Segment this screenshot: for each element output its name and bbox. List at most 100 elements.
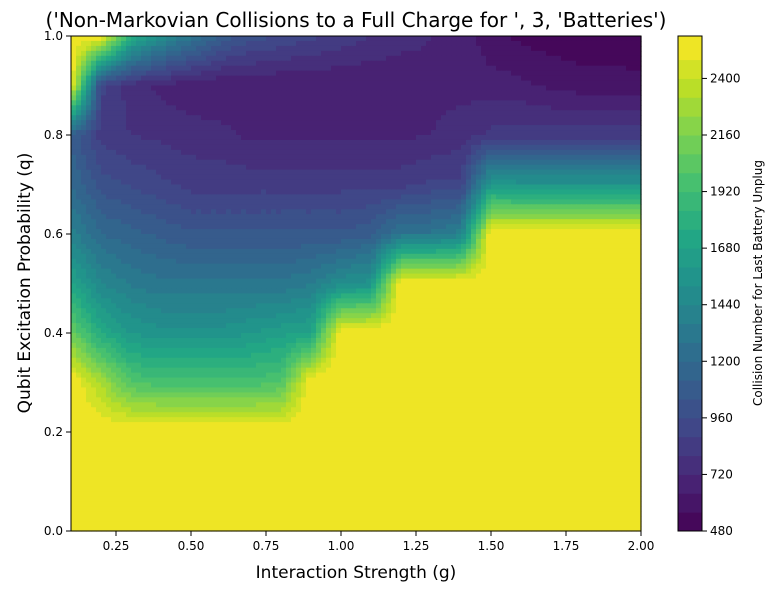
contour-cell — [481, 144, 487, 151]
contour-cell — [226, 110, 232, 116]
contour-cell — [496, 70, 502, 77]
contour-cell — [346, 199, 352, 205]
contour-cell — [451, 214, 457, 220]
contour-cell — [321, 95, 327, 101]
contour-cell — [546, 115, 552, 121]
contour-cell — [411, 234, 417, 240]
contour-cell — [516, 238, 522, 245]
contour-cell — [176, 110, 182, 116]
contour-cell — [301, 85, 307, 92]
contour-cell — [256, 179, 262, 186]
contour-cell — [176, 204, 182, 210]
contour-cell — [406, 105, 412, 111]
contour-cell — [131, 194, 137, 200]
contour-cell — [126, 169, 132, 176]
contour-cell — [241, 65, 247, 72]
contour-cell — [226, 169, 232, 176]
contour-cell — [546, 144, 552, 151]
contour-cell — [401, 199, 407, 205]
contour-cell — [436, 179, 442, 186]
contour-cell — [541, 149, 547, 156]
contour-cell — [256, 184, 262, 191]
contour-cell — [266, 85, 272, 92]
contour-cell — [486, 149, 492, 156]
contour-cell — [356, 139, 362, 146]
contour-cell — [566, 234, 572, 240]
contour-cell — [461, 120, 467, 126]
contour-cell — [371, 135, 377, 141]
contour-cell — [306, 36, 312, 42]
contour-cell — [91, 135, 97, 141]
contour-cell — [321, 243, 327, 250]
contour-cell — [156, 189, 162, 195]
contour-cell — [316, 164, 322, 171]
contour-cell — [461, 85, 467, 92]
contour-cell — [546, 164, 552, 171]
contour-cell — [301, 75, 307, 82]
contour-cell — [216, 238, 222, 245]
contour-cell — [266, 229, 272, 235]
contour-cell — [521, 40, 527, 47]
contour-cell — [211, 169, 217, 176]
contour-cell — [121, 70, 127, 77]
contour-cell — [191, 209, 197, 215]
contour-cell — [336, 219, 342, 225]
contour-cell — [76, 234, 82, 240]
contour-cell — [101, 105, 107, 111]
contour-cell — [371, 234, 377, 240]
contour-cell — [526, 45, 532, 52]
contour-cell — [121, 179, 127, 186]
contour-cell — [156, 90, 162, 96]
contour-cell — [141, 174, 147, 181]
contour-cell — [211, 219, 217, 225]
contour-cell — [76, 60, 82, 67]
contour-cell — [221, 194, 227, 200]
contour-cell — [366, 110, 372, 116]
contour-cell — [611, 50, 617, 57]
contour-cell — [301, 144, 307, 151]
contour-cell — [401, 149, 407, 156]
contour-cell — [556, 90, 562, 96]
contour-cell — [321, 85, 327, 92]
contour-cell — [496, 80, 502, 87]
contour-cell — [551, 179, 557, 186]
contour-cell — [516, 90, 522, 96]
contour-cell — [531, 174, 537, 181]
contour-cell — [506, 36, 512, 42]
contour-cell — [301, 149, 307, 156]
contour-cell — [331, 234, 337, 240]
contour-cell — [621, 234, 627, 240]
contour-cell — [331, 40, 337, 47]
contour-cell — [326, 159, 332, 166]
contour-cell — [181, 248, 187, 255]
contour-cell — [301, 110, 307, 116]
contour-cell — [521, 125, 527, 131]
contour-cell — [146, 169, 152, 176]
contour-cell — [626, 189, 632, 195]
contour-cell — [591, 189, 597, 195]
contour-cell — [436, 80, 442, 87]
contour-cell — [461, 219, 467, 225]
contour-cell — [351, 50, 357, 57]
contour-cell — [456, 248, 462, 255]
contour-cell — [301, 234, 307, 240]
contour-cell — [326, 36, 332, 42]
contour-cell — [461, 248, 467, 255]
contour-cell — [606, 189, 612, 195]
contour-cell — [136, 36, 142, 42]
contour-cell — [321, 234, 327, 240]
contour-cell — [371, 243, 377, 250]
contour-cell — [511, 45, 517, 52]
contour-cell — [236, 75, 242, 82]
contour-cell — [256, 229, 262, 235]
contour-cell — [356, 234, 362, 240]
contour-cell — [291, 105, 297, 111]
contour-cell — [81, 105, 87, 111]
contour-cell — [636, 60, 642, 67]
contour-cell — [551, 164, 557, 171]
contour-cell — [506, 135, 512, 141]
contour-cell — [481, 209, 487, 215]
contour-cell — [91, 70, 97, 77]
contour-cell — [131, 164, 137, 171]
contour-cell — [261, 194, 267, 200]
